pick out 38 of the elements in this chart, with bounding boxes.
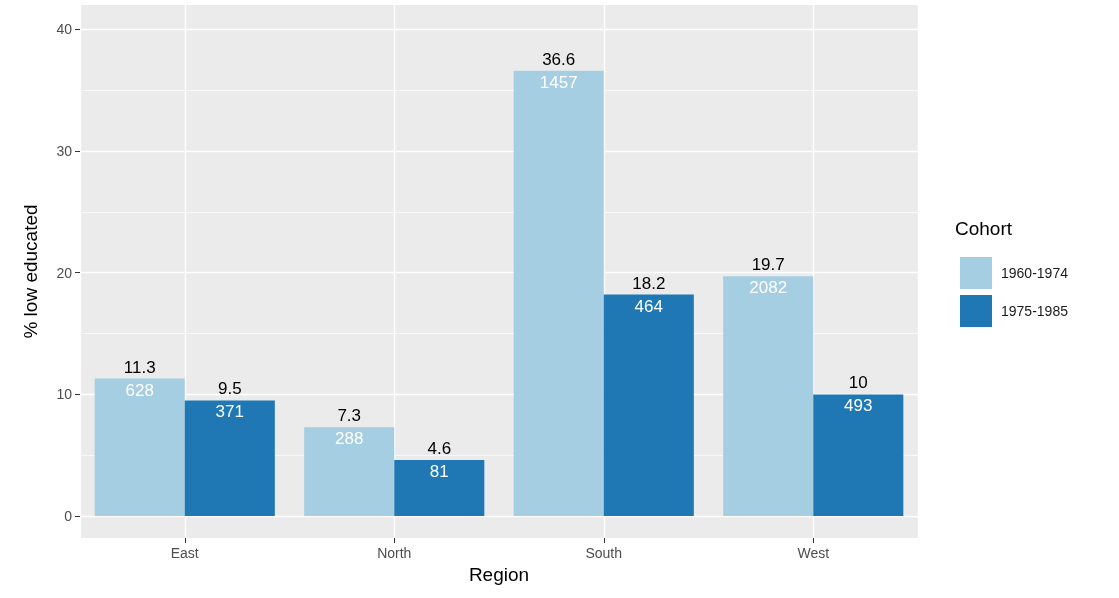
- bar: [304, 427, 395, 517]
- x-axis-title: Region: [468, 563, 530, 585]
- y-tick-label: 30: [56, 143, 73, 160]
- data-label: 36.6: [542, 49, 576, 69]
- annotation: 464: [634, 296, 663, 316]
- y-tick-label: 0: [64, 508, 73, 525]
- data-label: 7.3: [337, 406, 362, 426]
- annotation: 288: [335, 429, 364, 449]
- annotation: 628: [125, 380, 154, 400]
- bar: [813, 394, 904, 517]
- y-tick-label: 20: [56, 264, 73, 281]
- bar: [394, 460, 485, 517]
- data-label: 11.3: [123, 357, 156, 377]
- bar: [723, 276, 814, 517]
- bar: [94, 378, 185, 517]
- bar: [184, 400, 275, 517]
- data-label: 19.7: [751, 255, 785, 275]
- data-label: 4.6: [427, 439, 452, 459]
- bar: [513, 70, 604, 517]
- annotation: 493: [844, 396, 873, 416]
- y-tick-label: 40: [56, 21, 73, 38]
- legend-title: Cohort: [955, 218, 1013, 239]
- legend-label: 1960-1974: [1001, 265, 1069, 281]
- data-label: 10: [848, 373, 868, 393]
- annotation: 1457: [539, 72, 578, 92]
- annotation: 2082: [749, 278, 788, 298]
- bar: [603, 294, 694, 517]
- data-label: 9.5: [217, 379, 242, 399]
- y-tick-label: 10: [56, 386, 73, 403]
- data-label: 18.2: [632, 273, 666, 293]
- y-axis-title: % low educated: [20, 204, 41, 339]
- x-tick-label: North: [377, 545, 412, 561]
- legend-label: 1975-1985: [1001, 303, 1069, 319]
- x-tick-label: South: [585, 545, 623, 561]
- annotation: 81: [429, 462, 449, 482]
- x-tick-label: East: [170, 545, 199, 561]
- annotation: 371: [215, 402, 244, 422]
- x-tick-label: West: [797, 545, 830, 561]
